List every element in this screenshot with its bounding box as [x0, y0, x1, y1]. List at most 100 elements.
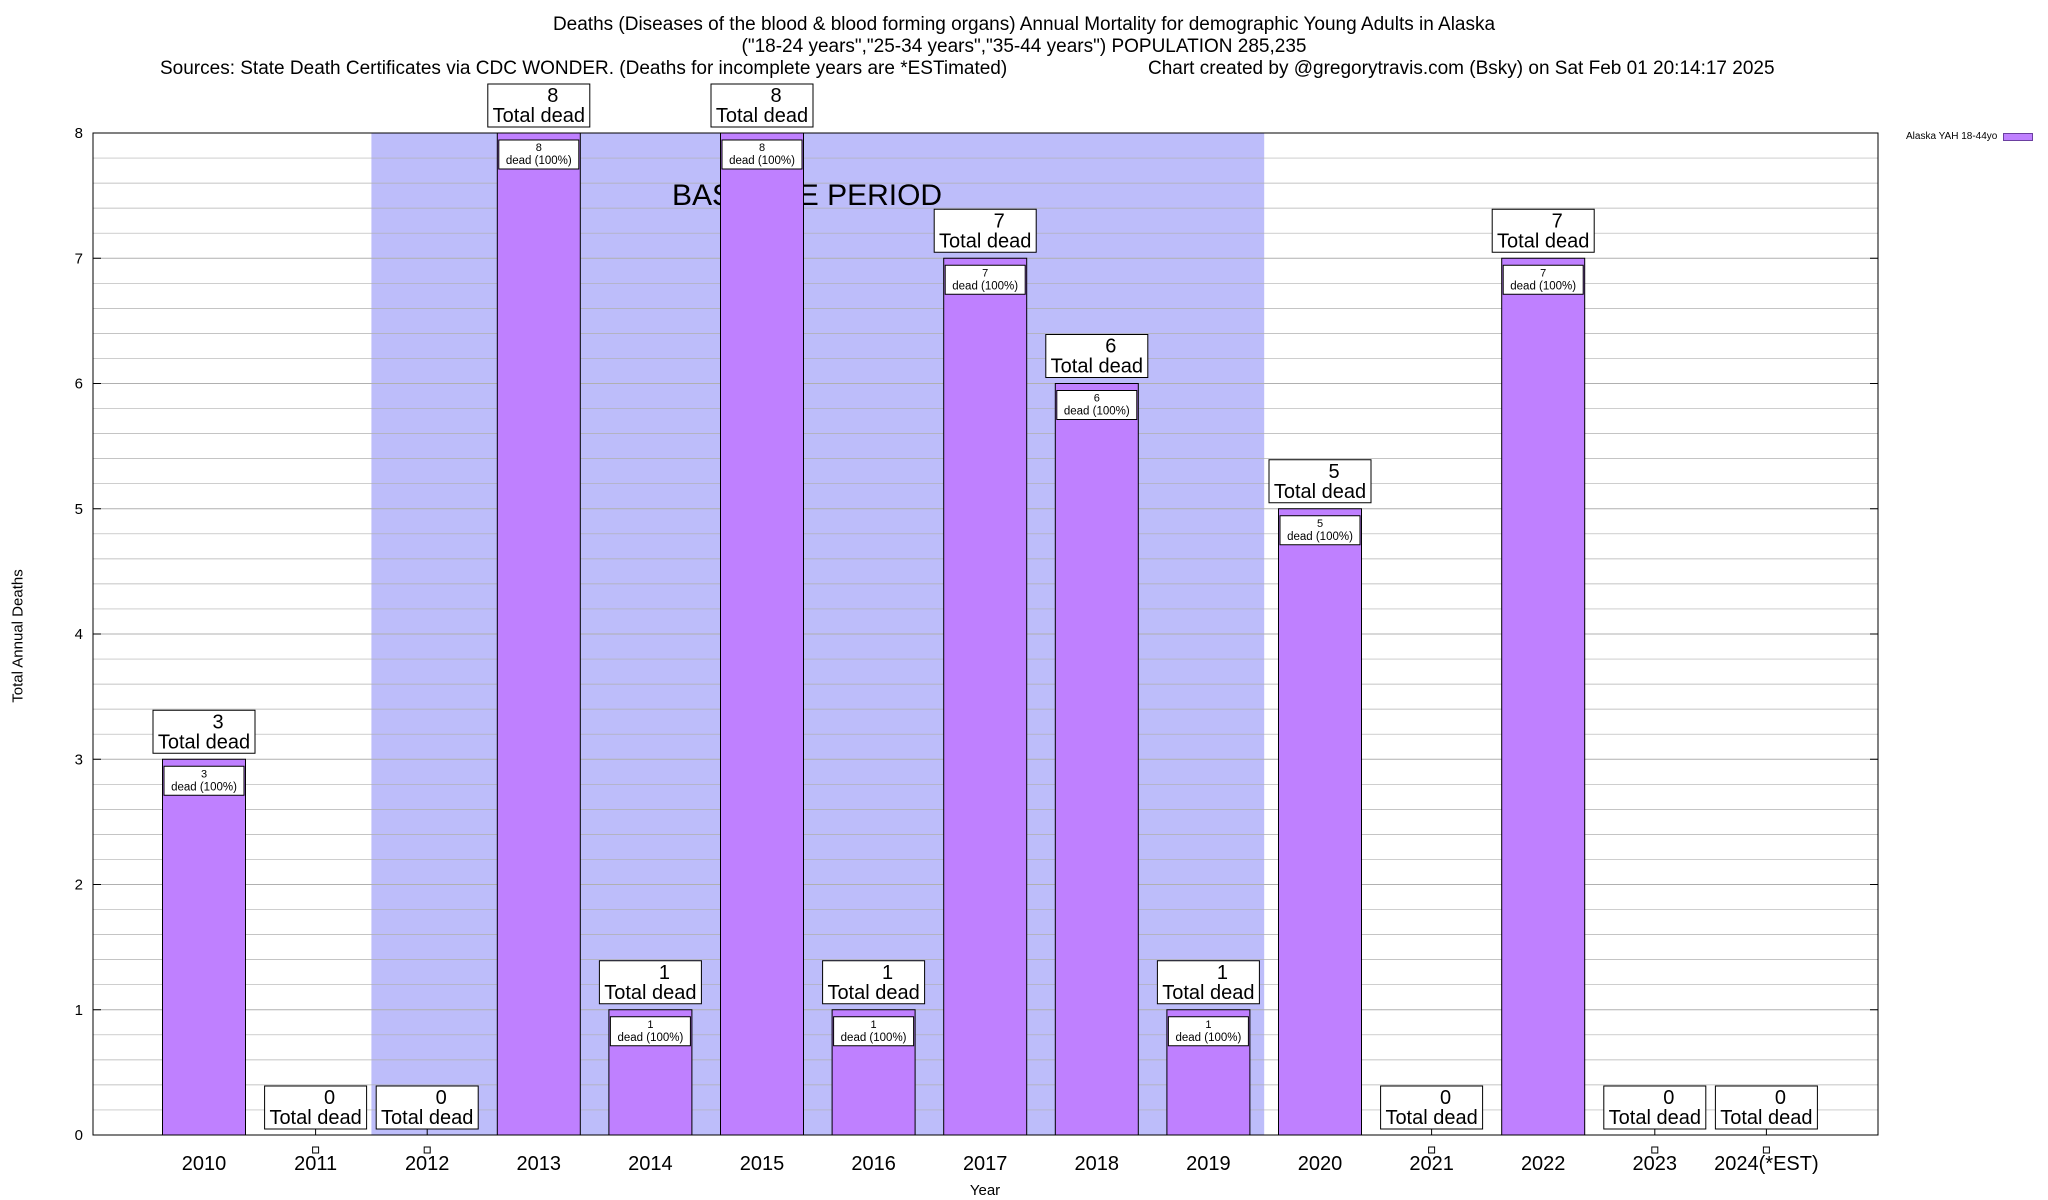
legend: Alaska YAH 18-44yo: [1906, 131, 2034, 142]
total-dead-label: Total dead: [269, 1107, 361, 1129]
total-dead-label: Total dead: [1274, 481, 1366, 503]
bar-inner-label-box: [1056, 390, 1138, 420]
zero-value-marker: [1762, 1146, 1770, 1154]
total-dead-label: Total dead: [1385, 1107, 1477, 1129]
total-label-box: [152, 709, 256, 754]
bar-inner-value: 1: [647, 1019, 653, 1031]
bar: [1501, 257, 1586, 1136]
x-tick-label: 2017: [963, 1153, 1008, 1175]
x-tick-label: 2014: [628, 1153, 673, 1175]
total-value-label: 3: [212, 711, 223, 733]
bar-inner-value: 1: [871, 1019, 877, 1031]
bar-inner-value: 5: [1317, 518, 1323, 530]
total-value-label: 1: [1217, 962, 1228, 984]
y-tick-label: 4: [75, 626, 83, 643]
total-value-label: 0: [324, 1087, 335, 1109]
total-value-label: 0: [1775, 1087, 1786, 1109]
x-tick-label: 2013: [517, 1153, 562, 1175]
total-dead-label: Total dead: [1051, 356, 1143, 378]
legend-label: Alaska YAH 18-44yo: [1906, 131, 1998, 142]
bar-inner-value: 7: [1540, 267, 1546, 279]
x-tick-label: 2021: [1409, 1153, 1454, 1175]
bar: [720, 132, 804, 1136]
bar-inner-percent: dead (100%): [1287, 531, 1353, 543]
bar-inner-percent: dead (100%): [841, 1032, 907, 1044]
total-value-label: 0: [1663, 1087, 1674, 1109]
bar-inner-value: 6: [1094, 393, 1100, 405]
total-value-label: 8: [547, 85, 558, 107]
total-label-box: [1156, 960, 1260, 1005]
zero-value-marker: [1428, 1146, 1436, 1154]
chart-title-block: Deaths (Diseases of the blood & blood fo…: [0, 14, 2048, 80]
bar-inner-label-box: [944, 264, 1026, 295]
bar-inner-percent: dead (100%): [617, 1032, 683, 1044]
bar-inner-percent: dead (100%): [1175, 1032, 1241, 1044]
total-dead-label: Total dead: [381, 1107, 473, 1129]
y-tick-label: 3: [75, 751, 83, 768]
x-tick-label: 2023: [1633, 1153, 1678, 1175]
bar-inner-label-box: [163, 765, 245, 796]
total-dead-label: Total dead: [939, 230, 1031, 252]
total-label-box: [1380, 1085, 1484, 1130]
bar-inner-label-box: [1279, 515, 1361, 546]
total-label-box: [264, 1085, 368, 1130]
total-label-box: [598, 960, 702, 1005]
bar-inner-label-box: [609, 1016, 691, 1047]
x-tick-label: 2024(*EST): [1714, 1153, 1819, 1175]
bar-inner-value: 8: [759, 142, 765, 154]
total-dead-label: Total dead: [604, 982, 696, 1004]
legend-swatch: [2003, 132, 2034, 141]
y-tick-label: 0: [75, 1127, 83, 1144]
total-value-label: 7: [1552, 210, 1563, 232]
total-value-label: 0: [436, 1087, 447, 1109]
x-tick-label: 2011: [294, 1153, 337, 1175]
x-tick-label: 2012: [405, 1153, 450, 1175]
bar-inner-value: 3: [201, 768, 207, 780]
total-dead-label: Total dead: [827, 982, 919, 1004]
bar-inner-percent: dead (100%): [1510, 280, 1576, 292]
y-tick-label: 2: [75, 877, 83, 894]
bar-inner-value: 7: [982, 267, 988, 279]
total-label-box: [1714, 1085, 1818, 1130]
total-label-box: [1603, 1085, 1707, 1130]
total-dead-label: Total dead: [158, 731, 250, 753]
sources-note: Sources: State Death Certificates via CD…: [160, 58, 1008, 79]
x-tick-label: 2022: [1521, 1153, 1566, 1175]
total-dead-label: Total dead: [1162, 982, 1254, 1004]
total-value-label: 6: [1105, 336, 1116, 358]
total-label-box: [375, 1085, 479, 1130]
total-value-label: 0: [1440, 1087, 1451, 1109]
y-tick-label: 8: [75, 125, 83, 142]
bar-inner-value: 8: [536, 142, 542, 154]
bar-inner-percent: dead (100%): [729, 155, 795, 167]
bar-inner-label-box: [721, 139, 803, 170]
total-value-label: 1: [659, 962, 670, 984]
total-label-box: [1268, 459, 1372, 504]
total-dead-label: Total dead: [1609, 1107, 1701, 1129]
chart-title: Deaths (Diseases of the blood & blood fo…: [552, 14, 1496, 35]
total-value-label: 7: [994, 210, 1005, 232]
zero-value-marker: [1651, 1146, 1659, 1154]
total-value-label: 1: [882, 962, 893, 984]
x-tick-label: 2016: [851, 1153, 896, 1175]
credit-note: Chart created by @gregorytravis.com (Bsk…: [1148, 58, 1775, 79]
bar-inner-percent: dead (100%): [171, 781, 237, 793]
total-value-label: 8: [770, 85, 781, 107]
total-value-label: 5: [1328, 461, 1339, 483]
total-dead-label: Total dead: [1720, 1107, 1812, 1129]
title-row3: Sources: State Death Certificates via CD…: [0, 58, 2048, 80]
y-tick-label: 1: [75, 1002, 83, 1019]
x-tick-label: 2020: [1298, 1153, 1343, 1175]
total-dead-label: Total dead: [716, 105, 808, 127]
zero-value-marker: [312, 1146, 320, 1154]
bar-inner-percent: dead (100%): [506, 155, 572, 167]
x-tick-label: 2018: [1075, 1153, 1120, 1175]
x-axis-label: Year: [970, 1182, 1000, 1199]
bar-inner-label-box: [1502, 264, 1584, 295]
total-label-box: [1491, 208, 1595, 253]
total-label-box: [933, 208, 1037, 253]
baseline-period-label: BASELINE PERIOD: [672, 179, 942, 212]
total-dead-label: Total dead: [493, 105, 585, 127]
zero-value-marker: [423, 1146, 431, 1154]
